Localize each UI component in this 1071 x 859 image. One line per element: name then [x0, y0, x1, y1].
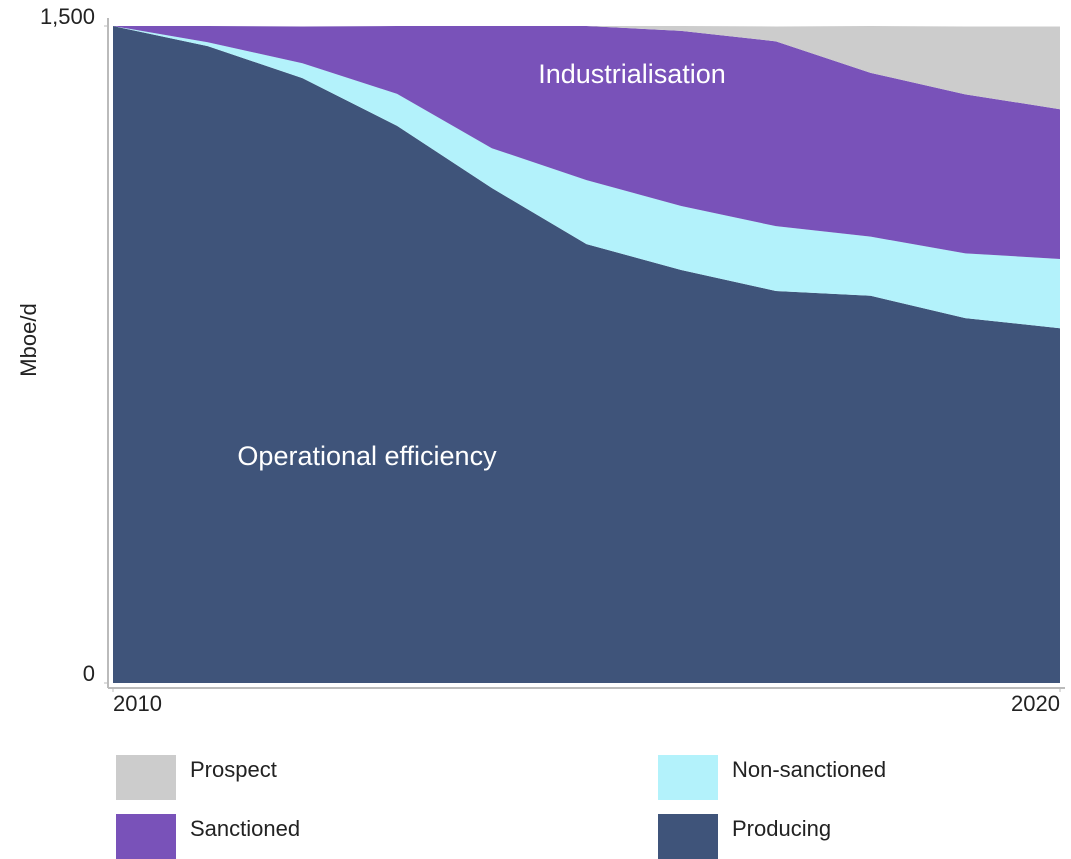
- y-axis-label: Mboe/d: [16, 303, 41, 376]
- legend-label: Non-sanctioned: [732, 757, 886, 782]
- y-tick-label: 0: [83, 661, 95, 686]
- x-tick-label: 2010: [113, 691, 162, 716]
- legend-label: Sanctioned: [190, 816, 300, 841]
- area: [113, 26, 1060, 329]
- legend-swatch: [658, 755, 718, 800]
- area: [113, 26, 1060, 683]
- y-tick-label: 1,500: [40, 4, 95, 29]
- legend-label: Producing: [732, 816, 831, 841]
- legend-swatch: [116, 755, 176, 800]
- legend-swatch: [116, 814, 176, 859]
- legend-label: Prospect: [190, 757, 277, 782]
- annotation: Industrialisation: [538, 59, 726, 89]
- annotation: Operational efficiency: [237, 441, 497, 471]
- legend-swatch: [658, 814, 718, 859]
- x-tick-label: 2020: [1011, 691, 1060, 716]
- area: [113, 26, 1060, 260]
- area: [113, 26, 1060, 110]
